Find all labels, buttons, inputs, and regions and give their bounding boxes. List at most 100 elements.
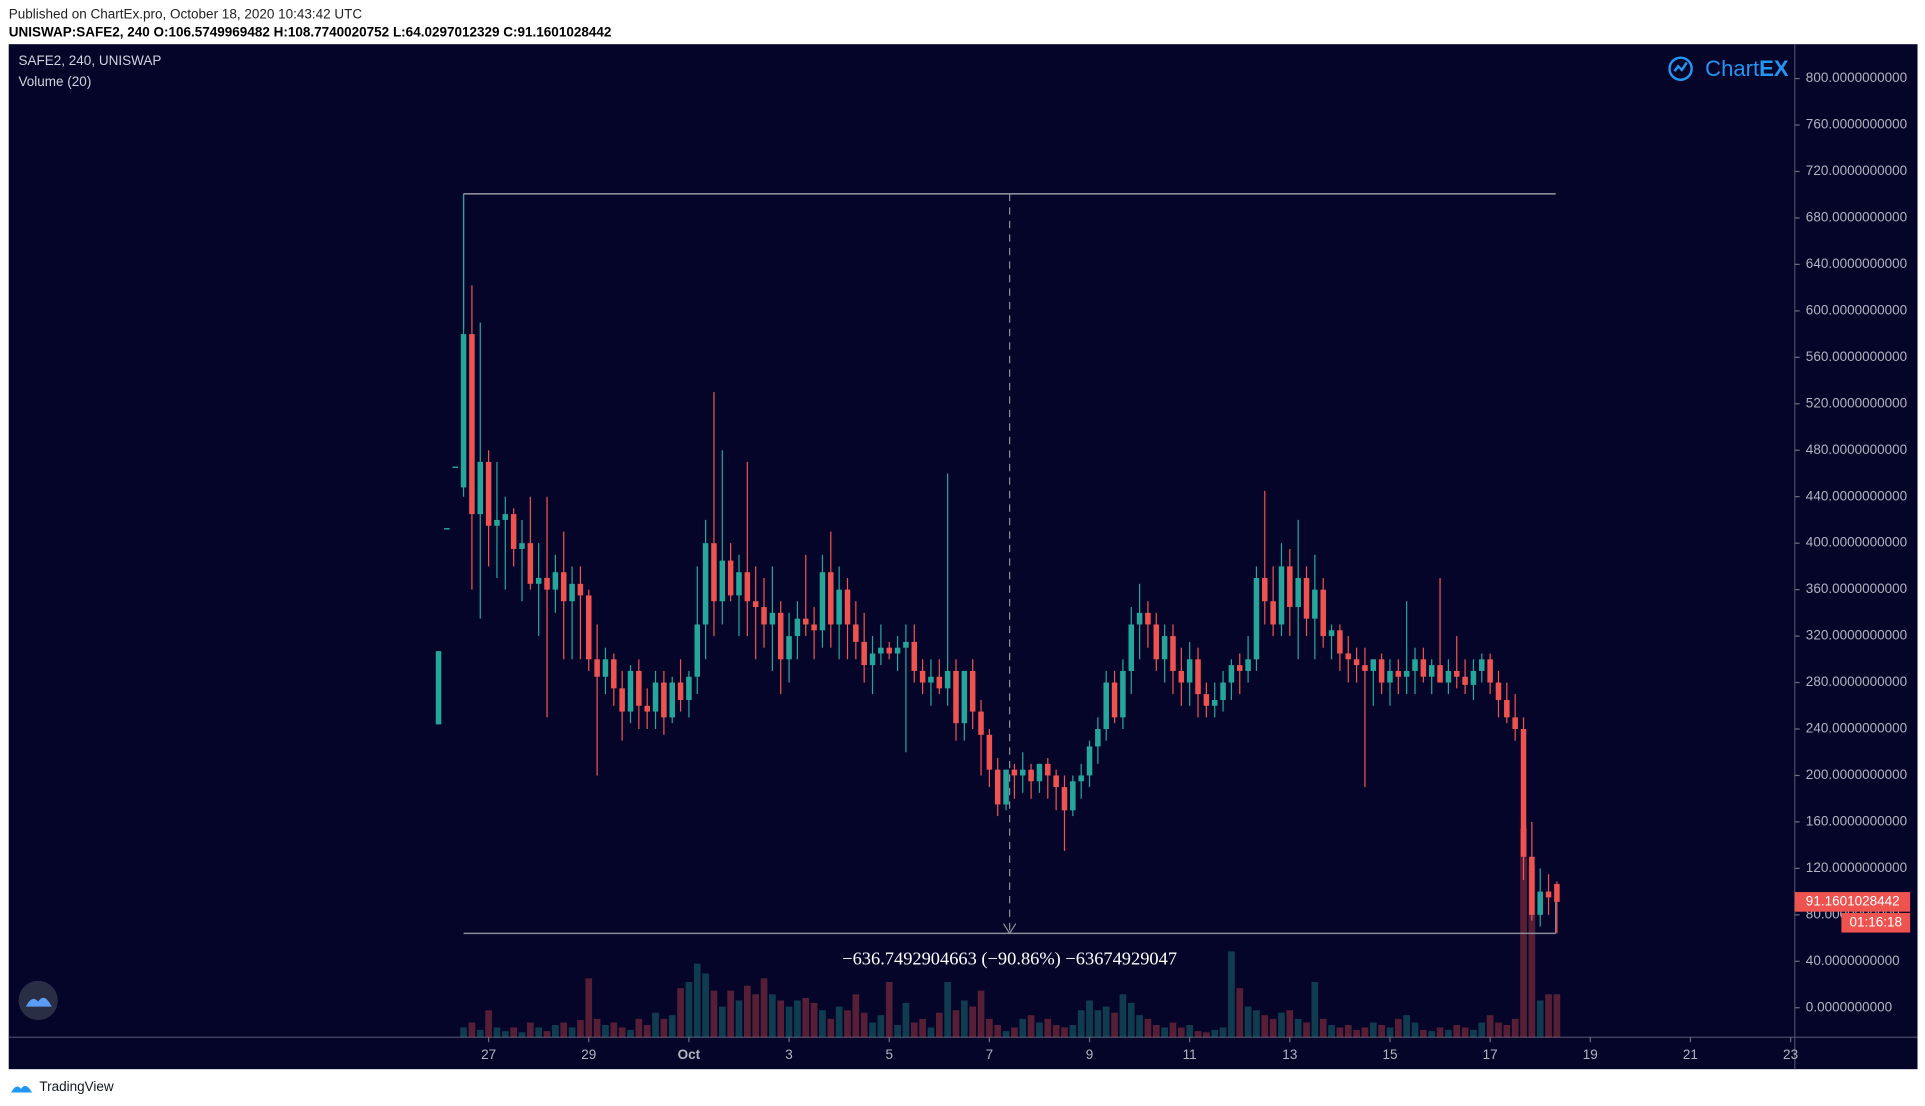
- candle-body: [727, 560, 734, 596]
- candle-body: [1328, 630, 1335, 637]
- volume-bar: [1044, 1018, 1052, 1038]
- candle-body: [1362, 665, 1368, 671]
- x-tick-label: Oct: [678, 1047, 701, 1062]
- y-tick-label: 720.0000000000: [1806, 163, 1907, 178]
- candle-body: [944, 670, 951, 689]
- volume-bar: [760, 978, 768, 1038]
- volume-bar: [1152, 1024, 1160, 1038]
- candle-body: [828, 572, 834, 625]
- candle-body: [586, 595, 592, 660]
- volume-bar: [610, 1022, 618, 1038]
- volume-bar: [560, 1022, 568, 1038]
- volume-bar: [1244, 1006, 1252, 1038]
- volume-bar: [577, 1020, 584, 1038]
- candle-body: [1495, 682, 1502, 700]
- candle-body: [1270, 601, 1276, 625]
- volume-bar: [743, 985, 751, 1038]
- volume-bar: [1253, 1010, 1260, 1038]
- volume-bar: [844, 1010, 851, 1038]
- candle-body: [636, 670, 642, 706]
- volume-bar: [660, 1018, 668, 1038]
- x-tick-label: 5: [885, 1047, 893, 1062]
- volume-bar: [1186, 1024, 1194, 1038]
- volume-bar: [702, 973, 709, 1038]
- published: Published on ChartEx.pro, October 18, 20…: [9, 6, 363, 21]
- volume-bar: [460, 1027, 467, 1038]
- candle-body: [1236, 665, 1243, 671]
- candle-body: [1337, 630, 1343, 654]
- volume-bar: [802, 997, 810, 1038]
- logo-b: EX: [1759, 56, 1789, 81]
- candle-body: [844, 589, 851, 625]
- volume-bar: [944, 982, 951, 1038]
- candle-body: [560, 572, 567, 602]
- candle-body: [819, 572, 826, 631]
- volume-bar: [1086, 1000, 1093, 1038]
- candle-body: [1303, 578, 1310, 619]
- candle-body: [1295, 578, 1301, 608]
- candle-body: [477, 461, 484, 515]
- volume-bar: [501, 1031, 509, 1038]
- y-tick-label: 120.0000000000: [1806, 860, 1907, 875]
- volume-bar: [485, 1010, 492, 1038]
- candle-body: [460, 334, 467, 488]
- logo-a: Chart: [1705, 56, 1759, 81]
- candle-body: [1011, 769, 1018, 776]
- candle-body: [627, 670, 634, 712]
- candle-body: [544, 578, 550, 590]
- candle-body: [961, 670, 968, 724]
- candle-body: [527, 543, 534, 584]
- candle-body: [869, 653, 876, 666]
- candle-body: [1045, 763, 1051, 776]
- y-tick-label: 160.0000000000: [1806, 813, 1907, 828]
- volume-bar: [1344, 1024, 1352, 1038]
- candle-body: [1378, 659, 1385, 683]
- x-tick-label: 15: [1382, 1047, 1397, 1062]
- y-tick-label: 640.0000000000: [1806, 256, 1907, 271]
- x-tick-label: 9: [1086, 1047, 1094, 1062]
- candle-body: [661, 682, 667, 718]
- candle-body: [502, 514, 509, 520]
- volume-bar: [1219, 1027, 1227, 1038]
- volume-bar: [969, 1006, 977, 1038]
- volume-bar: [1436, 1027, 1444, 1038]
- logo-icon-line: [1673, 61, 1688, 72]
- candle-body: [919, 670, 926, 683]
- volume-bar: [1011, 1027, 1018, 1038]
- volume-bar: [618, 1027, 626, 1038]
- volume-bar: [552, 1024, 559, 1038]
- candle-layer: [435, 194, 1560, 934]
- candle-body: [1245, 659, 1251, 671]
- candle-body: [1537, 891, 1543, 915]
- candle-body: [519, 543, 525, 549]
- candle-body: [719, 560, 726, 602]
- candle-body: [811, 624, 817, 631]
- x-tick-label: 19: [1583, 1047, 1598, 1062]
- volume-bar: [852, 994, 860, 1038]
- volume-bar: [994, 1024, 1002, 1038]
- volume-bar: [1019, 1018, 1027, 1038]
- last-price-box: [1794, 892, 1911, 912]
- countdown-box: [1841, 912, 1911, 933]
- volume-bar: [685, 982, 693, 1038]
- volume-bar: [1228, 951, 1235, 1038]
- measure-label: −636.7492904663 (−90.86%) −63674929047: [842, 949, 1177, 970]
- candle-body: [510, 514, 517, 549]
- volume-bar: [543, 1031, 551, 1038]
- volume-bar: [1261, 1015, 1269, 1038]
- candle-body: [761, 607, 767, 625]
- volume-bar: [977, 990, 985, 1038]
- volume-bar: [1428, 1031, 1436, 1038]
- volume-bar: [1194, 1031, 1202, 1038]
- x-tick-label: 21: [1683, 1047, 1698, 1062]
- candle-body: [569, 583, 575, 602]
- axes-layer: 0.000000000040.000000000080.000000000012…: [481, 70, 1911, 1062]
- volume-bar: [535, 1027, 543, 1038]
- candle-body: [1529, 856, 1535, 915]
- volume-bar: [1278, 1012, 1285, 1038]
- volume-bar: [1127, 1002, 1135, 1038]
- candle-body: [969, 670, 976, 712]
- candle-body: [485, 461, 492, 526]
- volume-bar: [819, 1010, 826, 1038]
